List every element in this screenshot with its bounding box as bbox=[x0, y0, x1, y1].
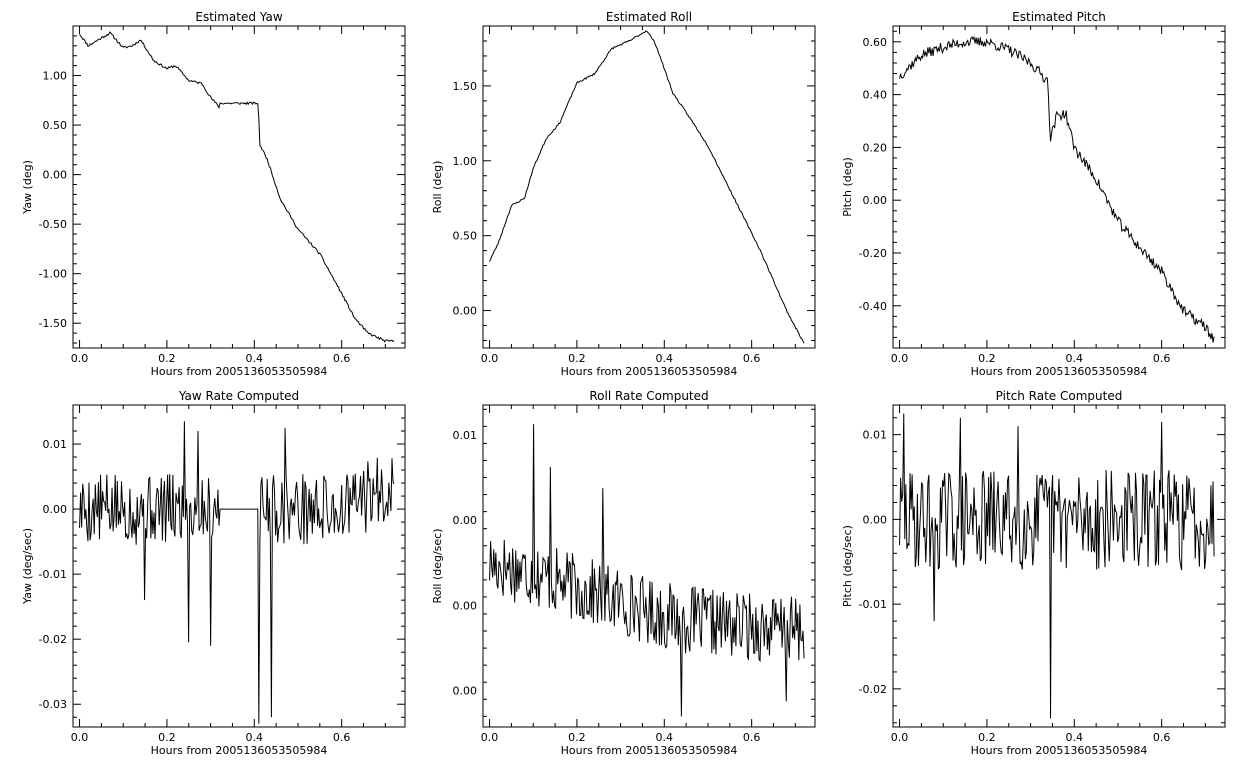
x-tick-label: 0.4 bbox=[1066, 352, 1084, 365]
y-tick-label: 0.50 bbox=[43, 119, 68, 132]
y-axis-label: Yaw (deg) bbox=[21, 160, 34, 215]
panel-1: 0.0 0.2 0.4 0.6 -1.50 -1.00 -0.50 0.00 0.50 1.00 E… bbox=[21, 10, 406, 378]
y-tick-label: -1.50 bbox=[39, 317, 67, 330]
y-tick-label: 1.50 bbox=[453, 80, 478, 93]
x-tick-label: 0.0 bbox=[481, 352, 499, 365]
x-tick-label: 0.0 bbox=[481, 731, 499, 744]
chart-title: Pitch Rate Computed bbox=[996, 389, 1123, 403]
x-tick-label: 0.2 bbox=[978, 731, 996, 744]
y-axis-label: Yaw (deg/sec) bbox=[21, 528, 34, 605]
chart-title: Roll Rate Computed bbox=[589, 389, 708, 403]
x-tick-label: 0.4 bbox=[656, 731, 674, 744]
plot-frame bbox=[892, 25, 1226, 349]
x-axis-label: Hours from 2005136053505984 bbox=[151, 744, 328, 757]
y-tick-label: 1.00 bbox=[43, 70, 68, 83]
chart-title: Estimated Pitch bbox=[1012, 10, 1106, 24]
x-tick-label: 0.6 bbox=[1153, 731, 1171, 744]
y-tick-label: 0.00 bbox=[863, 194, 888, 207]
y-tick-label: 0.01 bbox=[863, 429, 888, 442]
panel-2: 0.0 0.2 0.4 0.6 0.00 0.50 1.00 1.50 Estimated Ro… bbox=[431, 10, 816, 378]
y-tick-label: -0.01 bbox=[859, 598, 887, 611]
panel-6: 0.0 0.2 0.4 0.6 -0.02 -0.01 0.00 0.01 Pitch Rate… bbox=[841, 389, 1226, 757]
y-axis-label: Roll (deg/sec) bbox=[431, 528, 444, 603]
y-tick-label: -0.20 bbox=[859, 247, 887, 260]
x-axis-label: Hours from 2005136053505984 bbox=[151, 365, 328, 378]
y-axis-label: Roll (deg) bbox=[431, 161, 444, 214]
y-tick-label: 0.00 bbox=[453, 514, 478, 527]
plot-frame bbox=[482, 25, 816, 349]
series-line bbox=[899, 413, 1215, 719]
panel-3: 0.0 0.2 0.4 0.6 -0.40 -0.20 0.00 0.20 0.40 0.60 Es… bbox=[841, 10, 1226, 378]
x-tick-label: 0.6 bbox=[743, 352, 761, 365]
y-tick-label: 0.01 bbox=[453, 429, 478, 442]
y-tick-label: -0.01 bbox=[39, 568, 67, 581]
x-tick-label: 0.2 bbox=[568, 731, 586, 744]
series-line bbox=[79, 31, 395, 343]
panel-5: 0.0 0.2 0.4 0.6 0.00 0.00 0.00 0.01 Roll Rate Co… bbox=[431, 389, 816, 757]
x-tick-label: 0.2 bbox=[158, 352, 176, 365]
y-tick-label: 0.01 bbox=[43, 438, 68, 451]
y-tick-label: 0.60 bbox=[863, 36, 888, 49]
y-axis-label: Pitch (deg/sec) bbox=[841, 525, 854, 607]
series-line bbox=[899, 35, 1215, 343]
chart-title: Estimated Yaw bbox=[195, 10, 282, 24]
x-tick-label: 0.6 bbox=[1153, 352, 1171, 365]
x-tick-label: 0.2 bbox=[158, 731, 176, 744]
x-axis-label: Hours from 2005136053505984 bbox=[561, 744, 738, 757]
x-tick-label: 0.2 bbox=[978, 352, 996, 365]
panel-4: 0.0 0.2 0.4 0.6 -0.03 -0.02 -0.01 0.00 0.01 Yaw R… bbox=[21, 389, 406, 757]
x-tick-label: 0.6 bbox=[333, 352, 351, 365]
series-line bbox=[79, 421, 395, 724]
x-axis-label: Hours from 2005136053505984 bbox=[971, 744, 1148, 757]
y-tick-label: -0.50 bbox=[39, 218, 67, 231]
y-tick-label: 1.00 bbox=[453, 155, 478, 168]
plot-frame bbox=[892, 404, 1226, 728]
y-tick-label: 0.00 bbox=[43, 503, 68, 516]
y-tick-label: 0.20 bbox=[863, 141, 888, 154]
chart-title: Yaw Rate Computed bbox=[178, 389, 299, 403]
x-tick-label: 0.0 bbox=[71, 352, 89, 365]
series-line bbox=[489, 424, 805, 717]
x-tick-label: 0.0 bbox=[891, 731, 909, 744]
x-axis-label: Hours from 2005136053505984 bbox=[561, 365, 738, 378]
x-axis-label: Hours from 2005136053505984 bbox=[971, 365, 1148, 378]
x-tick-label: 0.4 bbox=[656, 352, 674, 365]
y-tick-label: -0.03 bbox=[39, 698, 67, 711]
y-tick-label: 0.50 bbox=[453, 230, 478, 243]
y-tick-label: 0.00 bbox=[453, 685, 478, 698]
y-tick-label: 0.00 bbox=[43, 169, 68, 182]
y-tick-label: 0.40 bbox=[863, 89, 888, 102]
y-tick-label: 0.00 bbox=[863, 513, 888, 526]
y-tick-label: 0.00 bbox=[453, 305, 478, 318]
plot-frame bbox=[482, 404, 816, 728]
x-tick-label: 0.4 bbox=[246, 352, 264, 365]
plot-frame bbox=[72, 404, 406, 728]
y-tick-label: -0.40 bbox=[859, 300, 887, 313]
x-tick-label: 0.4 bbox=[246, 731, 264, 744]
x-tick-label: 0.0 bbox=[71, 731, 89, 744]
x-tick-label: 0.2 bbox=[568, 352, 586, 365]
plot-frame bbox=[72, 25, 406, 349]
x-tick-label: 0.6 bbox=[743, 731, 761, 744]
y-tick-label: -0.02 bbox=[859, 683, 887, 696]
x-tick-label: 0.0 bbox=[891, 352, 909, 365]
y-tick-label: -1.00 bbox=[39, 268, 67, 281]
y-axis-label: Pitch (deg) bbox=[841, 157, 854, 217]
series-line bbox=[489, 30, 805, 344]
y-tick-label: 0.00 bbox=[453, 599, 478, 612]
y-tick-label: -0.02 bbox=[39, 633, 67, 646]
x-tick-label: 0.4 bbox=[1066, 731, 1084, 744]
x-tick-label: 0.6 bbox=[333, 731, 351, 744]
chart-title: Estimated Roll bbox=[606, 10, 692, 24]
